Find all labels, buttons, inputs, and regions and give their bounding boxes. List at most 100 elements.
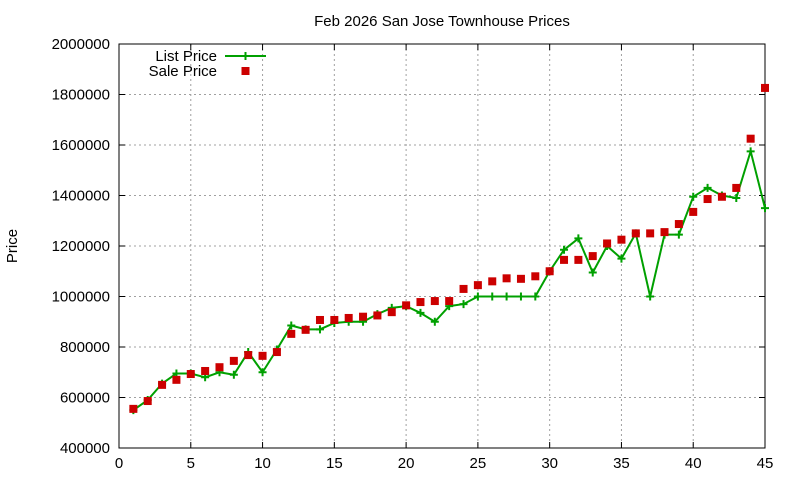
y-tick-label: 2000000 [52,36,110,53]
list-price-point [229,370,238,379]
sale-price-point [244,351,253,360]
plot-border [118,43,766,449]
sale-price-point [402,301,411,310]
sale-price-point [660,228,669,237]
list-price-point [315,325,324,334]
list-price-point [646,292,655,301]
sale-price-point [459,284,468,293]
sale-price-point [689,207,698,216]
sale-price-point [172,375,181,384]
legend-label-sale-price: Sale Price [149,63,217,80]
x-tick-label: 5 [187,455,195,472]
chart-title: Feb 2026 San Jose Townhouse Prices [314,13,570,30]
legend: List Price Sale Price [149,48,266,80]
x-tick-label: 40 [685,455,702,472]
sale-price-point [186,370,195,379]
y-tick-label: 1600000 [52,137,110,154]
list-price-point [689,192,698,201]
sale-price-point [158,380,167,389]
sale-price-point [430,297,439,306]
list-price-point [416,308,425,317]
sale-price-point [603,239,612,248]
sale-price-point [473,281,482,290]
list-price-line [132,147,766,411]
series-layer [129,83,769,415]
x-tick-label: 30 [541,455,558,472]
axis-ticks: 0 5 10 15 20 25 30 35 40 45 400000 600000 800000 1000… [52,36,774,472]
sale-price-point [359,312,368,321]
sale-price-point [272,348,281,357]
sale-price-point [588,252,597,261]
sale-price-point [617,235,626,244]
x-tick-label: 10 [254,455,271,472]
list-price-point [574,234,583,243]
sale-price-point [502,274,511,283]
sale-price-point [488,277,497,286]
list-price-point [488,292,497,301]
sale-price-point [531,272,540,281]
sale-price-point [674,220,683,229]
sale-price-point [301,325,310,334]
legend-marker-list-price [241,52,250,60]
sale-price-point [129,404,138,413]
list-price-point [473,292,482,301]
y-tick-label: 400000 [60,440,110,457]
list-price-point [287,321,296,330]
sale-price-point [143,397,152,406]
legend-marker-sale-price [241,67,250,75]
sale-price-point [717,192,726,201]
list-price-point [258,368,267,377]
sale-price-point [746,134,755,143]
sale-price-point [287,329,296,338]
list-price-point [761,204,769,213]
sale-price-point [574,255,583,264]
list-price-point [560,245,569,254]
sale-price-point [761,83,769,92]
y-tick-label: 1400000 [52,188,110,205]
sale-price-point [344,313,353,322]
sale-price-point [229,356,238,365]
sale-price-point [560,255,569,264]
y-tick-label: 800000 [60,339,110,356]
x-tick-label: 45 [757,455,774,472]
sale-price-point [516,274,525,283]
list-price-point [703,183,712,192]
list-price-point [459,300,468,309]
list-price-point [516,292,525,301]
y-tick-label: 600000 [60,390,110,407]
sale-price-point [416,298,425,307]
list-price-point [746,147,755,156]
sale-price-point [315,315,324,324]
sale-price-point [373,311,382,320]
x-tick-label: 20 [398,455,415,472]
sale-price-point [215,363,224,372]
x-tick-label: 15 [326,455,343,472]
sale-price-point [330,315,339,324]
x-tick-label: 35 [613,455,630,472]
x-tick-label: 25 [470,455,487,472]
y-tick-label: 1200000 [52,238,110,255]
grid [119,44,765,448]
list-price-point [588,268,597,277]
list-price-point [674,230,683,239]
list-price-point [732,194,741,203]
list-price-point [531,292,540,301]
x-tick-label: 0 [115,455,123,472]
sale-price-point [387,308,396,317]
y-tick-label: 1000000 [52,289,110,306]
y-tick-label: 1800000 [52,87,110,104]
list-price-point [502,292,511,301]
sale-price-point [545,267,554,276]
sale-price-point [646,229,655,238]
sale-price-point [631,229,640,238]
list-price-point [430,317,439,326]
legend-label-list-price: List Price [155,48,217,65]
y-axis-label: Price [4,229,21,263]
sale-price-point [445,297,454,306]
sale-price-point [201,366,210,375]
list-price-point [617,254,626,263]
sale-price-point [703,195,712,204]
sale-price-point [732,183,741,192]
sale-price-point [258,351,267,360]
